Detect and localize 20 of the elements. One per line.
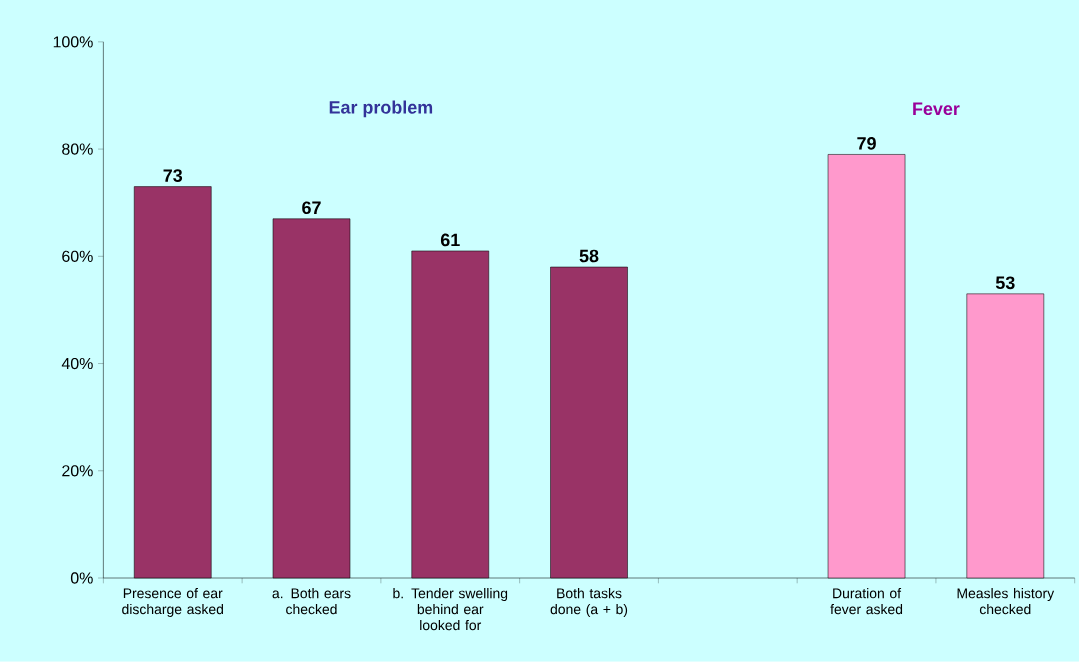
data-label: 73: [163, 169, 183, 183]
x-tick-label: Duration of fever asked: [830, 588, 903, 615]
x-tick-label: Both tasks done (a + b): [550, 588, 628, 618]
y-tick-label: 0%: [70, 572, 93, 584]
x-tick-label: b. Tender swelling behind ear looked for: [393, 588, 508, 631]
y-tick-label: 100%: [53, 36, 93, 48]
x-tick-label: Measles history checked: [957, 588, 1055, 615]
data-label: 61: [440, 233, 460, 247]
data-label: 58: [579, 249, 599, 263]
x-tick-label: Presence of ear discharge asked: [122, 588, 223, 618]
data-label: 53: [995, 276, 1015, 290]
annotation: Ear problem: [329, 100, 433, 118]
x-tick-label: a. Both ears checked: [272, 588, 351, 615]
y-tick-label: 40%: [61, 358, 93, 370]
annotation: Fever: [913, 102, 960, 116]
data-label: 79: [857, 137, 876, 150]
y-tick-label: 20%: [62, 465, 93, 477]
y-tick-label: 60%: [62, 250, 93, 263]
y-tick-label: 80%: [62, 143, 93, 155]
data-label: 67: [302, 201, 321, 215]
